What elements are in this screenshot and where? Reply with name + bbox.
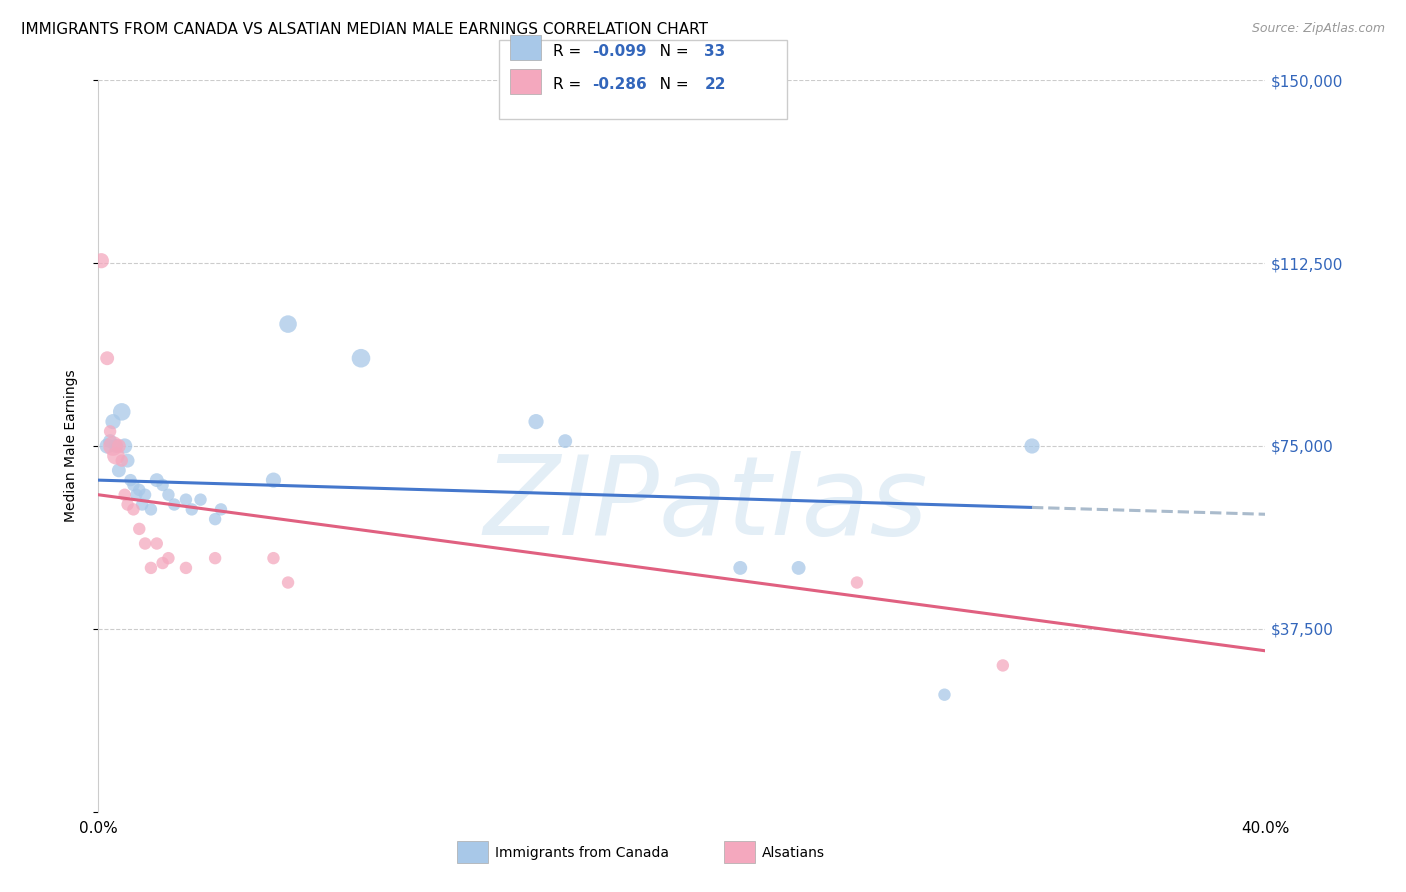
- Point: [104, 439, 127, 453]
- Point: [146, 473, 169, 487]
- Text: IMMIGRANTS FROM CANADA VS ALSATIAN MEDIAN MALE EARNINGS CORRELATION CHART: IMMIGRANTS FROM CANADA VS ALSATIAN MEDIA…: [21, 22, 709, 37]
- Point: [277, 575, 299, 590]
- Point: [101, 439, 124, 453]
- Point: [96, 351, 118, 366]
- Text: N =: N =: [645, 78, 693, 93]
- Point: [134, 536, 156, 550]
- Point: [730, 561, 752, 575]
- Point: [98, 425, 121, 439]
- Point: [122, 502, 145, 516]
- Point: [262, 473, 284, 487]
- Text: -0.286: -0.286: [592, 78, 647, 93]
- Point: [120, 473, 142, 487]
- Point: [108, 463, 131, 477]
- Point: [108, 439, 131, 453]
- Y-axis label: Median Male Earnings: Median Male Earnings: [63, 369, 77, 523]
- Point: [152, 478, 174, 492]
- Point: [101, 415, 124, 429]
- Point: [152, 556, 174, 570]
- Point: [111, 405, 134, 419]
- Point: [846, 575, 869, 590]
- Point: [262, 551, 284, 566]
- Point: [114, 439, 136, 453]
- Point: [190, 492, 212, 507]
- Point: [117, 453, 139, 467]
- Text: R =: R =: [553, 78, 586, 93]
- Point: [174, 492, 197, 507]
- Point: [209, 502, 232, 516]
- Point: [128, 483, 150, 497]
- Text: Immigrants from Canada: Immigrants from Canada: [495, 846, 669, 860]
- Point: [131, 498, 153, 512]
- Text: -0.099: -0.099: [592, 44, 647, 59]
- Point: [104, 449, 127, 463]
- Text: R =: R =: [553, 44, 586, 59]
- Point: [117, 498, 139, 512]
- Text: 33: 33: [704, 44, 725, 59]
- Point: [157, 551, 180, 566]
- Point: [204, 512, 226, 526]
- Point: [1021, 439, 1043, 453]
- Point: [114, 488, 136, 502]
- Point: [146, 536, 169, 550]
- Point: [787, 561, 810, 575]
- Point: [524, 415, 547, 429]
- Point: [98, 434, 121, 449]
- Text: N =: N =: [645, 44, 693, 59]
- Point: [350, 351, 373, 366]
- Point: [163, 498, 186, 512]
- Point: [90, 253, 112, 268]
- Point: [180, 502, 202, 516]
- Point: [139, 561, 162, 575]
- Point: [554, 434, 576, 449]
- Point: [934, 688, 956, 702]
- Text: Source: ZipAtlas.com: Source: ZipAtlas.com: [1251, 22, 1385, 36]
- Point: [96, 439, 118, 453]
- Point: [277, 317, 299, 331]
- Point: [125, 488, 148, 502]
- Point: [128, 522, 150, 536]
- Point: [991, 658, 1014, 673]
- Point: [157, 488, 180, 502]
- Text: 22: 22: [704, 78, 725, 93]
- Point: [174, 561, 197, 575]
- Text: ZIPatlas: ZIPatlas: [484, 451, 928, 558]
- Point: [139, 502, 162, 516]
- Point: [111, 453, 134, 467]
- Text: Alsatians: Alsatians: [762, 846, 825, 860]
- Point: [204, 551, 226, 566]
- Point: [122, 478, 145, 492]
- Point: [134, 488, 156, 502]
